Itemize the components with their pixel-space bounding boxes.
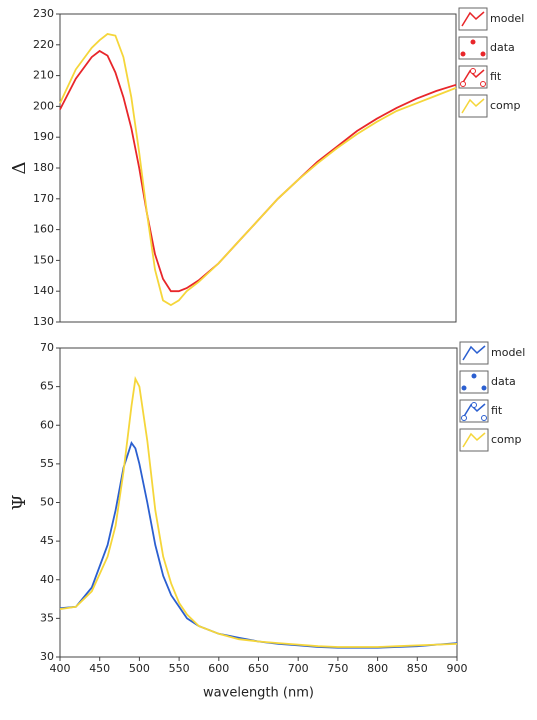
legend-icon-box xyxy=(458,7,488,31)
legend-icon-box xyxy=(458,94,488,118)
legend-icon-line xyxy=(462,432,486,448)
y-tick-label: 140 xyxy=(33,284,54,297)
x-axis-label: wavelength (nm) xyxy=(203,686,314,701)
legend-label: model xyxy=(490,12,524,25)
legend-label: data xyxy=(490,41,515,54)
y-axis-label: Ψ xyxy=(9,494,30,510)
y-tick-label: 65 xyxy=(40,380,54,393)
series-line xyxy=(59,376,458,648)
legend-icon-dot xyxy=(471,373,477,379)
x-tick-label: 900 xyxy=(447,662,468,675)
y-tick-label: 55 xyxy=(40,457,54,470)
legend-icon-line xyxy=(461,98,485,114)
legend-icon-dot xyxy=(460,81,466,87)
legend-icon-dot xyxy=(470,39,476,45)
legend-icon-line xyxy=(462,345,486,361)
legend-label: comp xyxy=(491,433,521,446)
legend-icon-dot xyxy=(481,415,487,421)
plot-frame xyxy=(59,347,458,658)
x-tick-label: 650 xyxy=(248,662,269,675)
y-tick-label: 60 xyxy=(40,418,54,431)
legend-icon-dot xyxy=(471,402,477,408)
x-tick-label: 400 xyxy=(50,662,71,675)
y-tick-label: 150 xyxy=(33,253,54,266)
legend-icon-dot xyxy=(480,51,486,57)
y-tick-label: 200 xyxy=(33,99,54,112)
y-tick-label: 170 xyxy=(33,192,54,205)
x-tick-label: 850 xyxy=(407,662,428,675)
series-line xyxy=(59,33,457,307)
legend-label: fit xyxy=(491,404,503,417)
legend-icon-dot xyxy=(461,415,467,421)
y-axis-label: Δ xyxy=(9,162,30,175)
y-tick-label: 210 xyxy=(33,69,54,82)
legend-icon-line xyxy=(461,11,485,27)
legend-icon-dot xyxy=(461,385,467,391)
x-tick-label: 600 xyxy=(208,662,229,675)
legend-icon-dot xyxy=(460,51,466,57)
series-line xyxy=(59,49,457,293)
y-tick-label: 45 xyxy=(40,534,54,547)
x-tick-label: 750 xyxy=(327,662,348,675)
x-tick-label: 450 xyxy=(89,662,110,675)
y-tick-label: 130 xyxy=(33,315,54,328)
legend-icon-box xyxy=(458,65,488,89)
legend-icon-box xyxy=(459,399,489,423)
y-tick-label: 35 xyxy=(40,611,54,624)
y-tick-label: 230 xyxy=(33,7,54,20)
legend-label: fit xyxy=(490,70,502,83)
y-tick-label: 160 xyxy=(33,223,54,236)
y-tick-label: 70 xyxy=(40,341,54,354)
legend-icon-box xyxy=(459,370,489,394)
x-tick-label: 500 xyxy=(129,662,150,675)
x-tick-label: 550 xyxy=(169,662,190,675)
plot-frame xyxy=(59,13,457,323)
legend-icon-dot xyxy=(481,385,487,391)
legend-icon-box xyxy=(459,428,489,452)
legend-label: model xyxy=(491,346,525,359)
y-tick-label: 180 xyxy=(33,161,54,174)
y-tick-label: 50 xyxy=(40,496,54,509)
legend-icon-box xyxy=(458,36,488,60)
y-tick-label: 190 xyxy=(33,130,54,143)
legend-label: comp xyxy=(490,99,520,112)
legend-label: data xyxy=(491,375,516,388)
legend-icon-dot xyxy=(470,68,476,74)
y-tick-label: 220 xyxy=(33,38,54,51)
legend-icon-dot xyxy=(480,81,486,87)
legend-icon-box xyxy=(459,341,489,365)
y-tick-label: 40 xyxy=(40,573,54,586)
x-tick-label: 700 xyxy=(288,662,309,675)
y-tick-label: 30 xyxy=(40,650,54,663)
x-tick-label: 800 xyxy=(367,662,388,675)
